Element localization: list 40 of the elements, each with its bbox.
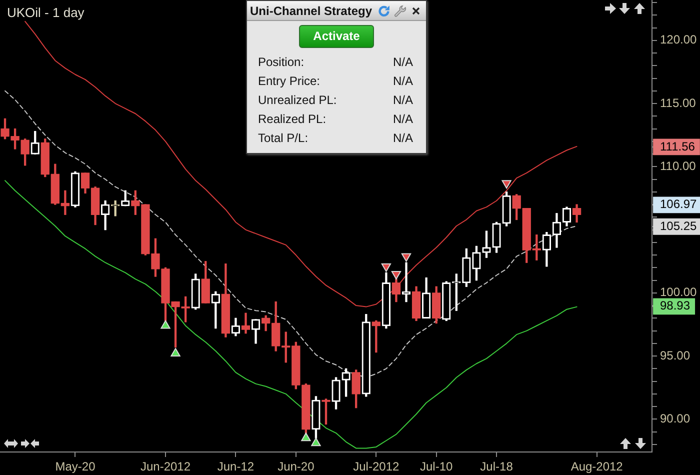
annotation: Activate	[312, 29, 361, 43]
annotation: N/A	[393, 74, 414, 88]
annotation: N/A	[393, 55, 414, 69]
x-tick-label: Jul-18	[480, 460, 514, 474]
annotation: N/A	[393, 131, 414, 145]
y-tick-label: 115.00	[660, 96, 696, 110]
y-tick-label: 95.00	[660, 348, 690, 362]
x-tick-label: Aug-2012	[570, 460, 624, 474]
annotation: Entry Price:	[258, 74, 320, 88]
x-tick-label: Jun-20	[278, 460, 315, 474]
button: Activate	[299, 25, 374, 48]
y-tick-label: 98.93	[660, 298, 690, 313]
annotation: Realized PL:	[258, 112, 326, 126]
annotation: Unrealized PL:	[258, 93, 337, 107]
point	[301, 432, 311, 442]
annotation: N/A	[393, 112, 414, 126]
annotation: Position:	[258, 55, 304, 69]
x-tick-label: Jul-2012	[353, 460, 400, 474]
x-tick-label: May-20	[55, 460, 96, 474]
y-tick-label: 90.00	[660, 411, 690, 426]
x-tick-label: Jun-2012	[140, 460, 191, 474]
chart-title: UKOil - 1 day	[7, 5, 85, 20]
annotation: Total P/L:	[258, 131, 308, 145]
point	[381, 263, 392, 272]
point	[391, 270, 402, 280]
x-tick-label: Jul-10	[420, 460, 454, 474]
y-tick-label: 111.56	[660, 139, 696, 154]
y-tick-label: 105.25	[660, 218, 698, 233]
point	[170, 348, 180, 357]
annotation: N/A	[393, 93, 414, 107]
y-tick-label: 110.00	[660, 158, 696, 173]
point	[311, 438, 321, 446]
point	[502, 180, 512, 189]
text: Uni-Channel Strategy	[250, 4, 372, 18]
y-tick-label: 120.00	[660, 32, 698, 47]
point	[401, 253, 412, 262]
y-tick-label: 100.00	[660, 285, 698, 300]
point	[160, 320, 170, 329]
x-tick-label: Jun-12	[217, 460, 254, 474]
y-tick-label: 106.97	[660, 197, 698, 212]
